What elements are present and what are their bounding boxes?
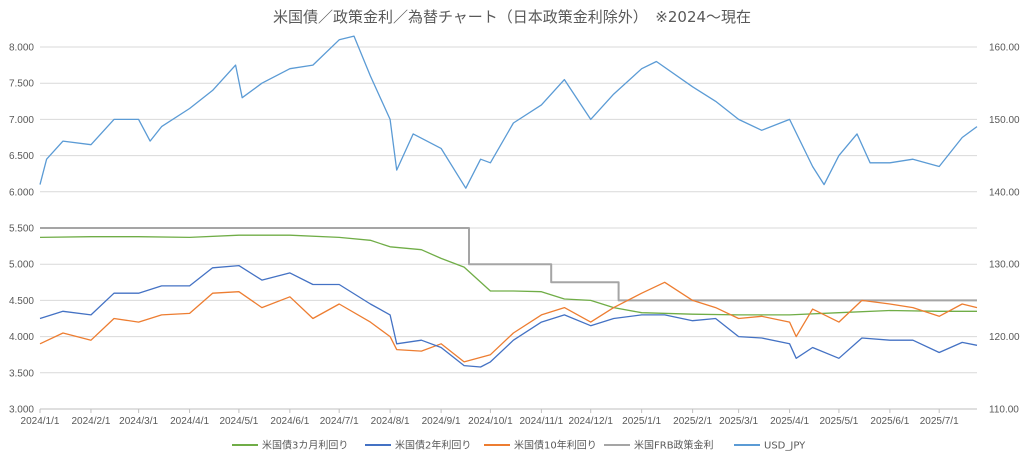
- x-tick-label: 2024/4/1: [170, 416, 209, 427]
- y-left-tick-label: 6.500: [9, 151, 34, 162]
- y-right-tick-label: 160.00: [989, 43, 1020, 54]
- legend-label: 米国債3カ月利回り: [262, 439, 348, 452]
- y-left-tick-label: 4.000: [9, 332, 34, 343]
- x-tick-label: 2024/5/1: [219, 416, 258, 427]
- series-line-1: [39, 234, 977, 316]
- x-tick-label: 2024/9/1: [422, 416, 461, 427]
- legend: 米国債3カ月利回り 米国債2年利回り 米国債10年利回り 米国FRB政策金利 USD_J…: [232, 439, 806, 452]
- x-tick-label: 2024/6/1: [270, 416, 309, 427]
- y-right-tick-label: 130.00: [989, 260, 1020, 271]
- y-right-tick-label: 150.00: [989, 115, 1020, 126]
- y-axis-left: 8.000 7.500 7.000 6.500 6.000 5.500 5.000 4.500…: [9, 43, 34, 416]
- legend-label: 米国FRB政策金利: [634, 439, 714, 452]
- x-axis: 2024/1/1 2024/2/1 2024/3/1 2024/4/1 2024/5/1…: [21, 408, 977, 427]
- y-left-tick-label: 7.500: [9, 79, 34, 90]
- chart-title: 米国債／政策金利／為替チャート（日本政策金利除外） ※2024～現在: [273, 8, 751, 26]
- x-tick-label: 2025/6/1: [870, 416, 909, 427]
- y-left-tick-label: 6.000: [9, 187, 34, 198]
- y-right-tick-label: 140.00: [989, 187, 1020, 198]
- series-line-4: [40, 227, 977, 302]
- x-tick-label: 2024/7/1: [320, 416, 359, 427]
- y-left-tick-label: 4.500: [9, 296, 34, 307]
- x-tick-label: 2025/5/1: [819, 416, 858, 427]
- legend-label: USD_JPY: [764, 441, 806, 452]
- x-tick-label: 2025/4/1: [770, 416, 809, 427]
- legend-label: 米国債2年利回り: [395, 439, 471, 452]
- x-tick-label: 2024/2/1: [71, 416, 110, 427]
- x-tick-label: 2024/1/1: [21, 416, 60, 427]
- x-tick-label: 2025/3/1: [719, 416, 758, 427]
- x-tick-label: 2025/1/1: [622, 416, 661, 427]
- y-left-tick-label: 8.000: [9, 43, 34, 54]
- y-axis-right: 160.00 150.00 140.00 130.00 120.00 110.00: [989, 43, 1020, 416]
- series-line-3: [39, 281, 978, 363]
- y-left-tick-label: 3.500: [9, 368, 34, 379]
- y-left-tick-label: 5.000: [9, 260, 34, 271]
- y-left-tick-label: 3.000: [9, 405, 34, 416]
- series-line-2: [39, 264, 978, 368]
- x-tick-label: 2025/7/1: [920, 416, 959, 427]
- x-tick-label: 2024/8/1: [371, 416, 410, 427]
- plot-area: [39, 35, 978, 368]
- series-line-5: [39, 35, 978, 189]
- y-left-tick-label: 5.500: [9, 224, 34, 235]
- x-tick-label: 2024/10/1: [468, 416, 513, 427]
- x-tick-label: 2025/2/1: [673, 416, 712, 427]
- y-left-tick-label: 7.000: [9, 115, 34, 126]
- y-right-tick-label: 120.00: [989, 332, 1020, 343]
- x-tick-label: 2024/3/1: [119, 416, 158, 427]
- y-right-tick-label: 110.00: [989, 405, 1019, 416]
- x-tick-label: 2024/12/1: [568, 416, 613, 427]
- legend-label: 米国債10年利回り: [514, 439, 597, 452]
- x-tick-label: 2024/11/1: [520, 416, 564, 427]
